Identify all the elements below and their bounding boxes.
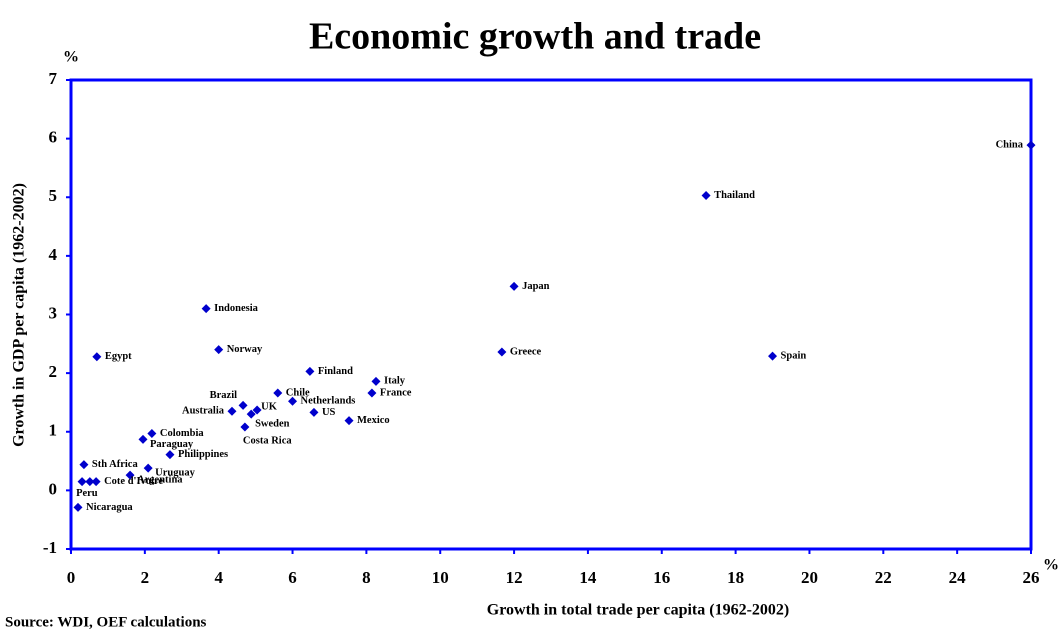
point bbox=[371, 376, 381, 386]
y-tick-label: 0 bbox=[49, 479, 58, 498]
point bbox=[77, 477, 87, 487]
point-label: Japan bbox=[522, 281, 550, 292]
point-label: Philippines bbox=[178, 449, 228, 460]
x-tick-label: 4 bbox=[214, 568, 223, 587]
y-tick-label: 4 bbox=[49, 245, 58, 264]
point bbox=[240, 422, 250, 432]
point-label: Australia bbox=[182, 406, 225, 417]
point bbox=[85, 477, 95, 487]
point-label: Paraguay bbox=[150, 439, 194, 450]
x-tick-label: 20 bbox=[801, 568, 818, 587]
y-tick-label: 1 bbox=[49, 421, 58, 440]
x-unit: % bbox=[1043, 557, 1059, 574]
point-label: Norway bbox=[227, 344, 263, 355]
x-tick-label: 16 bbox=[653, 568, 670, 587]
y-tick-label: 7 bbox=[49, 69, 58, 88]
point bbox=[214, 345, 224, 355]
point-label: Indonesia bbox=[214, 303, 259, 314]
point bbox=[367, 388, 377, 398]
point-label: Egypt bbox=[105, 351, 132, 362]
point-label: Sth Africa bbox=[92, 459, 139, 470]
point-label: Spain bbox=[781, 351, 807, 362]
point-label: Thailand bbox=[714, 190, 755, 201]
point-label: Argentina bbox=[137, 475, 183, 486]
point-label: Uruguay bbox=[155, 468, 195, 479]
point-label: Cote d'Ivoire bbox=[104, 476, 163, 487]
point-label: Italy bbox=[384, 376, 406, 387]
point-label: Netherlands bbox=[301, 396, 356, 407]
point bbox=[305, 366, 315, 376]
y-axis-label: Growth in GDP per capita (1962-2002) bbox=[11, 183, 28, 447]
y-tick-label: 5 bbox=[49, 186, 58, 205]
x-tick-label: 18 bbox=[727, 568, 744, 587]
point-label: Greece bbox=[510, 346, 542, 357]
point bbox=[91, 477, 101, 487]
x-tick-label: 10 bbox=[432, 568, 449, 587]
point-label: China bbox=[996, 139, 1024, 150]
point bbox=[125, 470, 135, 480]
x-tick-label: 14 bbox=[579, 568, 597, 587]
point-label: Finland bbox=[318, 366, 353, 377]
point bbox=[273, 388, 283, 398]
point-label: US bbox=[322, 407, 336, 418]
point-label: Sweden bbox=[255, 418, 290, 429]
x-tick-label: 12 bbox=[506, 568, 523, 587]
x-tick-label: 6 bbox=[288, 568, 297, 587]
point bbox=[79, 460, 89, 470]
y-tick-label: 2 bbox=[49, 362, 58, 381]
point bbox=[701, 190, 711, 200]
point bbox=[1026, 140, 1036, 150]
point bbox=[509, 281, 519, 291]
point-label: Peru bbox=[76, 488, 98, 499]
point-label: Chile bbox=[286, 387, 310, 398]
point bbox=[143, 463, 153, 473]
point bbox=[252, 405, 262, 415]
x-tick-label: 2 bbox=[141, 568, 150, 587]
point-label: Costa Rica bbox=[243, 435, 292, 446]
x-tick-label: 26 bbox=[1023, 568, 1040, 587]
point bbox=[768, 351, 778, 361]
y-tick-label: 6 bbox=[49, 128, 58, 147]
point-label: Mexico bbox=[357, 415, 390, 426]
x-axis-label: Growth in total trade per capita (1962-2… bbox=[487, 602, 789, 619]
point bbox=[165, 450, 175, 460]
point bbox=[227, 406, 237, 416]
point bbox=[309, 407, 319, 417]
x-tick-label: 8 bbox=[362, 568, 371, 587]
point-label: Nicaragua bbox=[86, 502, 133, 513]
point-label: Colombia bbox=[160, 428, 205, 439]
point bbox=[73, 502, 83, 512]
y-unit: % bbox=[63, 49, 79, 66]
point-label: Brazil bbox=[210, 390, 237, 401]
source-note: Source: WDI, OEF calculations bbox=[5, 614, 207, 630]
plot-frame bbox=[69, 78, 1033, 551]
point bbox=[288, 396, 298, 406]
y-tick-label: -1 bbox=[43, 538, 57, 557]
x-tick-label: 24 bbox=[949, 568, 967, 587]
point bbox=[138, 434, 148, 444]
point bbox=[147, 429, 157, 439]
x-tick-label: 0 bbox=[67, 568, 76, 587]
point-label: UK bbox=[261, 402, 278, 413]
point bbox=[238, 400, 248, 410]
y-tick-label: 3 bbox=[49, 303, 58, 322]
point bbox=[246, 409, 256, 419]
point bbox=[201, 304, 211, 314]
point-label: France bbox=[380, 387, 412, 398]
point bbox=[92, 352, 102, 362]
point bbox=[344, 416, 354, 426]
point bbox=[497, 347, 507, 357]
x-tick-label: 22 bbox=[875, 568, 892, 587]
chart-title: Economic growth and trade bbox=[309, 16, 761, 58]
